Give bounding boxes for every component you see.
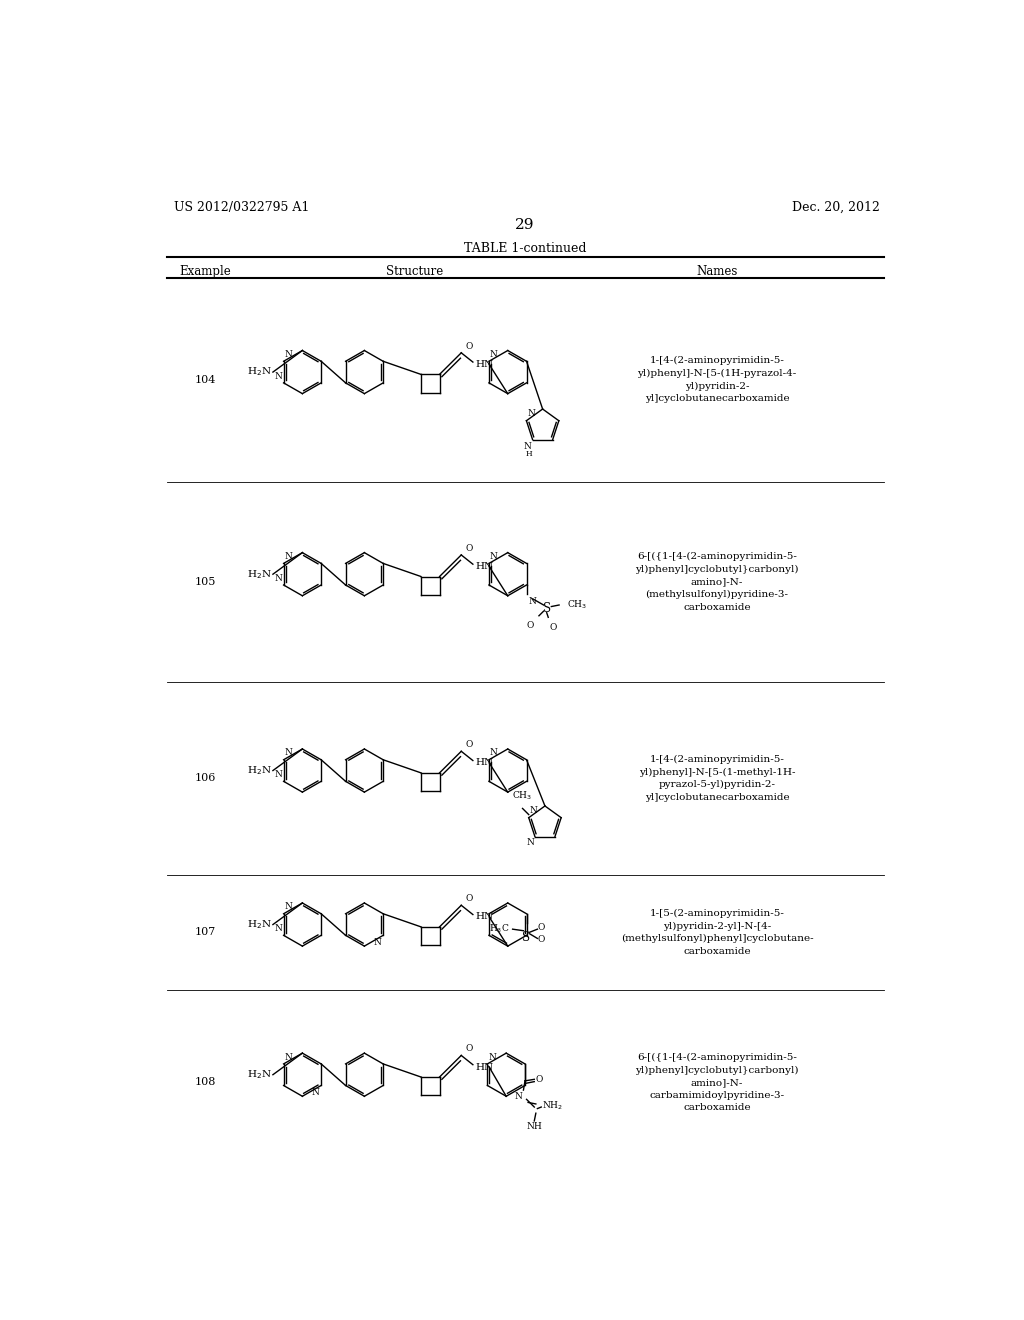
- Text: O: O: [465, 544, 472, 553]
- Text: N: N: [514, 1092, 522, 1101]
- Text: 1-[4-(2-aminopyrimidin-5-
yl)phenyl]-N-[5-(1-methyl-1H-
pyrazol-5-yl)pyridin-2-
: 1-[4-(2-aminopyrimidin-5- yl)phenyl]-N-[…: [639, 755, 796, 801]
- Text: 104: 104: [195, 375, 216, 384]
- Text: H$_2$N: H$_2$N: [247, 764, 271, 777]
- Text: HN: HN: [475, 759, 494, 767]
- Text: N: N: [274, 924, 283, 933]
- Text: HN: HN: [475, 562, 494, 572]
- Text: N: N: [285, 903, 292, 911]
- Text: NH$_2$: NH$_2$: [542, 1100, 563, 1111]
- Text: O: O: [536, 1074, 543, 1084]
- Text: N: N: [524, 442, 531, 451]
- Text: N: N: [526, 838, 535, 847]
- Text: O: O: [465, 741, 472, 748]
- Text: H$_2$N: H$_2$N: [247, 919, 271, 931]
- Text: O: O: [465, 342, 472, 351]
- Text: 106: 106: [195, 774, 216, 783]
- Text: NH: NH: [526, 1122, 542, 1131]
- Text: N: N: [285, 1052, 292, 1061]
- Text: N: N: [488, 1052, 496, 1061]
- Text: Dec. 20, 2012: Dec. 20, 2012: [792, 201, 880, 214]
- Text: HN: HN: [475, 1063, 494, 1072]
- Text: 6-[({1-[4-(2-aminopyrimidin-5-
yl)phenyl]cyclobutyl}carbonyl)
amino]-N-
carbamim: 6-[({1-[4-(2-aminopyrimidin-5- yl)phenyl…: [635, 1053, 799, 1111]
- Text: Structure: Structure: [386, 264, 443, 277]
- Text: CH$_3$: CH$_3$: [512, 789, 532, 803]
- Text: 105: 105: [195, 577, 216, 587]
- Text: N: N: [311, 1088, 319, 1097]
- Text: HN: HN: [475, 912, 494, 921]
- Text: H$_2$N: H$_2$N: [247, 1068, 271, 1081]
- Text: 1-[5-(2-aminopyrimidin-5-
yl)pyridin-2-yl]-N-[4-
(methylsulfonyl)phenyl]cyclobut: 1-[5-(2-aminopyrimidin-5- yl)pyridin-2-y…: [621, 908, 813, 956]
- Text: US 2012/0322795 A1: US 2012/0322795 A1: [174, 201, 310, 214]
- Text: 107: 107: [195, 927, 216, 937]
- Text: N: N: [274, 770, 283, 779]
- Text: 6-[({1-[4-(2-aminopyrimidin-5-
yl)phenyl]cyclobutyl}carbonyl)
amino]-N-
(methyls: 6-[({1-[4-(2-aminopyrimidin-5- yl)phenyl…: [635, 552, 799, 611]
- Text: Example: Example: [179, 264, 231, 277]
- Text: O: O: [465, 894, 472, 903]
- Text: 29: 29: [515, 218, 535, 232]
- Text: N: N: [527, 409, 536, 418]
- Text: O: O: [465, 1044, 472, 1053]
- Text: N: N: [285, 748, 292, 758]
- Text: S: S: [522, 931, 530, 944]
- Text: N: N: [374, 937, 382, 946]
- Text: N: N: [528, 598, 536, 606]
- Text: N: N: [285, 552, 292, 561]
- Text: N: N: [489, 552, 498, 561]
- Text: N: N: [489, 350, 498, 359]
- Text: O: O: [550, 623, 557, 632]
- Text: S: S: [543, 602, 551, 615]
- Text: H$_2$N: H$_2$N: [247, 366, 271, 379]
- Text: TABLE 1-continued: TABLE 1-continued: [464, 242, 586, 255]
- Text: N: N: [285, 350, 292, 359]
- Text: O: O: [538, 936, 545, 944]
- Text: H$_3$C: H$_3$C: [488, 923, 510, 936]
- Text: Names: Names: [696, 264, 737, 277]
- Text: O: O: [538, 923, 545, 932]
- Text: N: N: [274, 574, 283, 582]
- Text: N: N: [529, 807, 538, 816]
- Text: 108: 108: [195, 1077, 216, 1088]
- Text: 1-[4-(2-aminopyrimidin-5-
yl)phenyl]-N-[5-(1H-pyrazol-4-
yl)pyridin-2-
yl]cyclob: 1-[4-(2-aminopyrimidin-5- yl)phenyl]-N-[…: [637, 356, 797, 404]
- Text: O: O: [527, 622, 535, 630]
- Text: N: N: [489, 748, 498, 758]
- Text: H: H: [525, 450, 531, 458]
- Text: CH$_3$: CH$_3$: [567, 599, 587, 611]
- Text: H$_2$N: H$_2$N: [247, 568, 271, 581]
- Text: HN: HN: [475, 360, 494, 368]
- Text: N: N: [274, 371, 283, 380]
